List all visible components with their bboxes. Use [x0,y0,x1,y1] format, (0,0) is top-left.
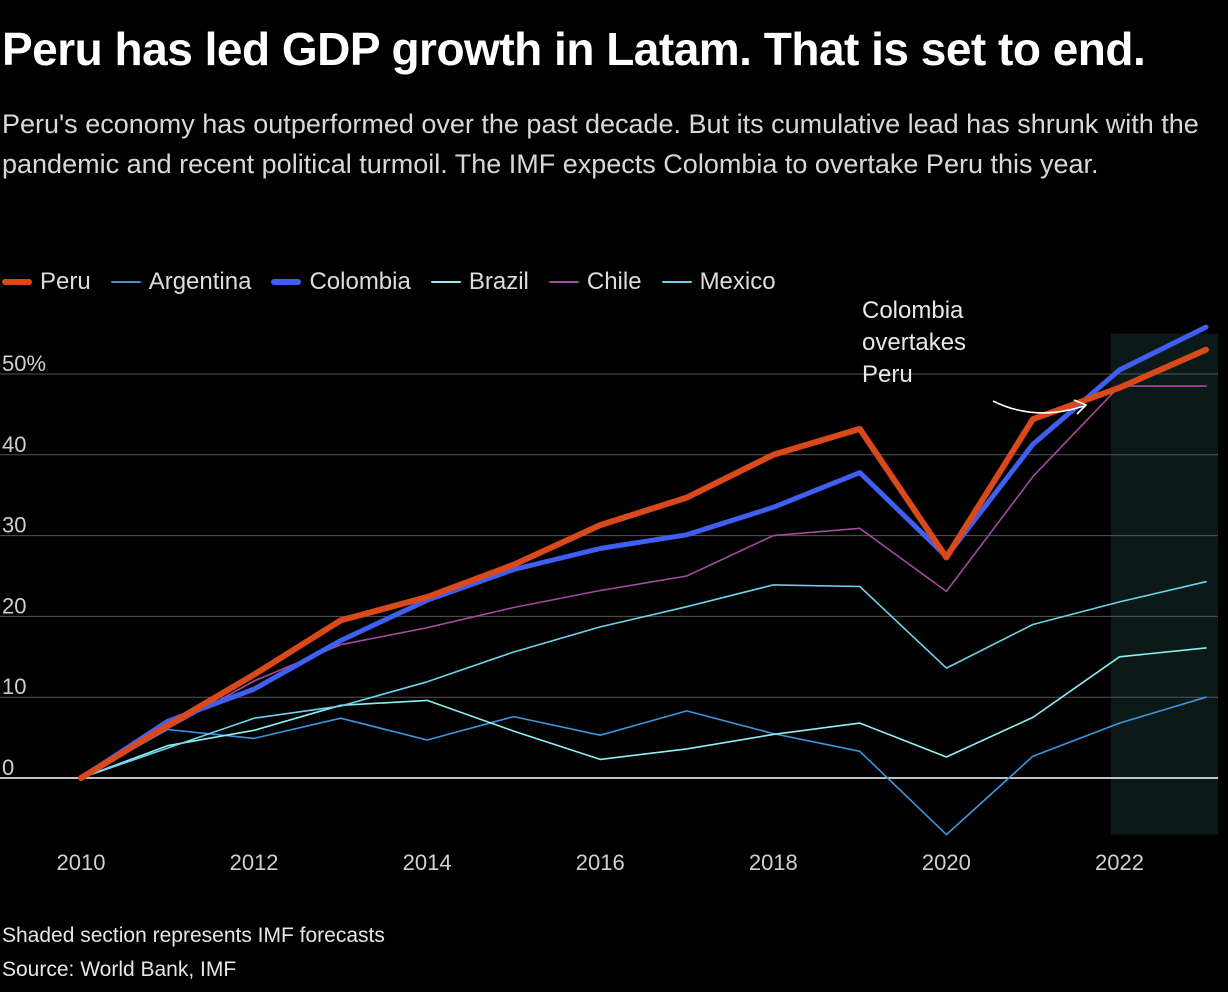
legend-item-argentina: Argentina [110,268,252,296]
y-tick-label: 10 [2,674,26,699]
chart-title: Peru has led GDP growth in Latam. That i… [2,23,1146,75]
x-tick-label: 2014 [403,850,452,875]
series-line-colombia [78,324,1209,781]
annotation-label: Colombia overtakes Peru [862,297,966,388]
x-tick-label: 2018 [749,850,798,875]
legend-label: Colombia [309,268,411,295]
x-tick-label: 2012 [230,850,279,875]
series-line-peru [78,346,1209,781]
legend-item-colombia: Colombia [271,268,411,296]
legend-label: Chile [586,268,642,295]
legend-label: Mexico [699,268,776,295]
y-tick-label: 40 [2,432,26,457]
legend-swatch [430,281,461,283]
y-tick-label: 30 [2,513,26,538]
legend: Peru Argentina Colombia Brazil Chile Mexico [2,266,796,298]
legend-item-mexico: Mexico [661,268,776,296]
x-tick-label: 2020 [922,850,971,875]
x-tick-label: 2016 [576,850,625,875]
y-tick-label: 50% [2,351,46,376]
legend-item-chile: Chile [548,268,642,296]
annotation-arrowhead [1073,399,1088,415]
legend-label: Brazil [468,268,529,295]
line-chart: 0 10 20 30 40 50% 2010 2012 2014 2016 2018 2020 2022… [0,297,1218,875]
legend-swatch [271,279,302,285]
forecast-note: Shaded section represents IMF forecasts [2,924,385,947]
y-tick-label: 0 [2,755,14,780]
x-tick-label: 2022 [1095,850,1144,875]
legend-item-brazil: Brazil [430,268,529,296]
series-line-chile [80,385,1207,779]
legend-swatch [110,281,141,283]
annotation-arrow [992,400,1085,414]
legend-label: Argentina [148,268,252,295]
x-tick-label: 2010 [57,850,106,875]
legend-label: Peru [40,268,91,295]
legend-swatch [548,281,579,283]
y-tick-label: 20 [2,593,26,618]
series-line-argentina [80,696,1207,836]
source-note: Source: World Bank, IMF [2,958,237,981]
series-line-brazil [80,647,1207,779]
legend-item-peru: Peru [2,268,91,296]
series-line-mexico [80,580,1207,779]
chart-subtitle: Peru's economy has outperformed over the… [2,109,1199,179]
legend-swatch [661,281,692,283]
forecast-shading [1110,333,1218,835]
legend-swatch [2,279,32,285]
